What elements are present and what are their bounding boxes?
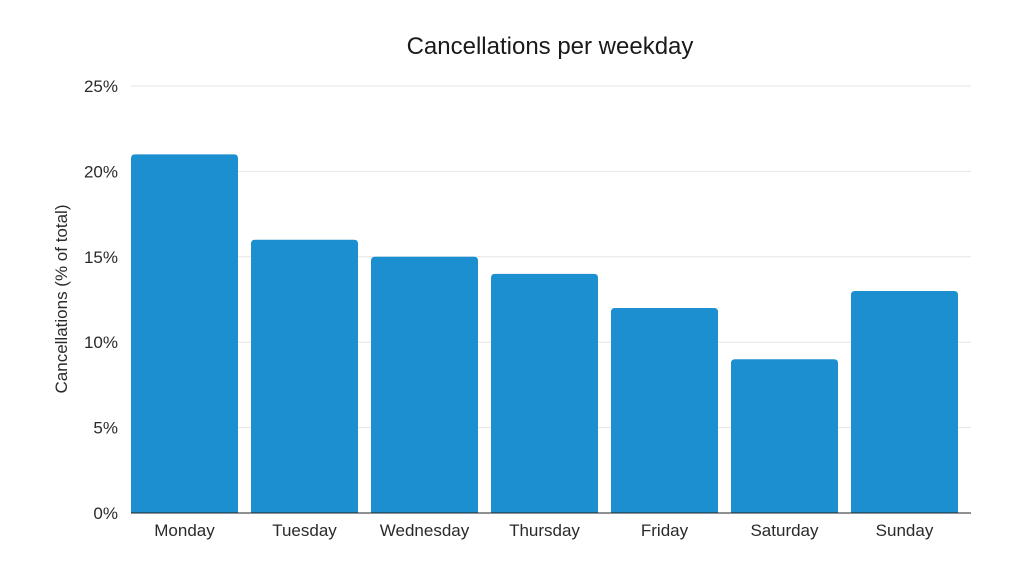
x-tick-label: Monday [154,521,215,540]
y-tick-label: 5% [93,419,118,438]
y-tick-label: 25% [84,77,118,96]
x-tick-label: Wednesday [380,521,470,540]
y-tick-label: 10% [84,333,118,352]
bar-wednesday [371,256,478,513]
y-tick-label: 0% [93,504,118,523]
x-axis-ticks: Monday Tuesday Wednesday Thursday Friday Satu… [154,521,934,540]
y-axis-label: Cancellations (% of total) [52,205,71,394]
bar-friday [611,308,718,513]
y-tick-label: 15% [84,248,118,267]
bar-sunday [851,290,958,513]
x-tick-label: Saturday [750,521,819,540]
chart-title: Cancellations per weekday [407,33,694,60]
x-tick-label: Sunday [876,521,934,540]
x-tick-label: Thursday [509,521,580,540]
bars [131,154,958,513]
bar-tuesday [251,239,358,513]
bar-thursday [491,273,598,513]
x-tick-label: Tuesday [272,521,337,540]
y-axis-ticks: 0% 5% 10% 15% 20% 25% [84,77,118,523]
bar-monday [131,154,238,513]
y-tick-label: 20% [84,162,118,181]
bar-saturday [731,359,838,513]
x-tick-label: Friday [641,521,689,540]
